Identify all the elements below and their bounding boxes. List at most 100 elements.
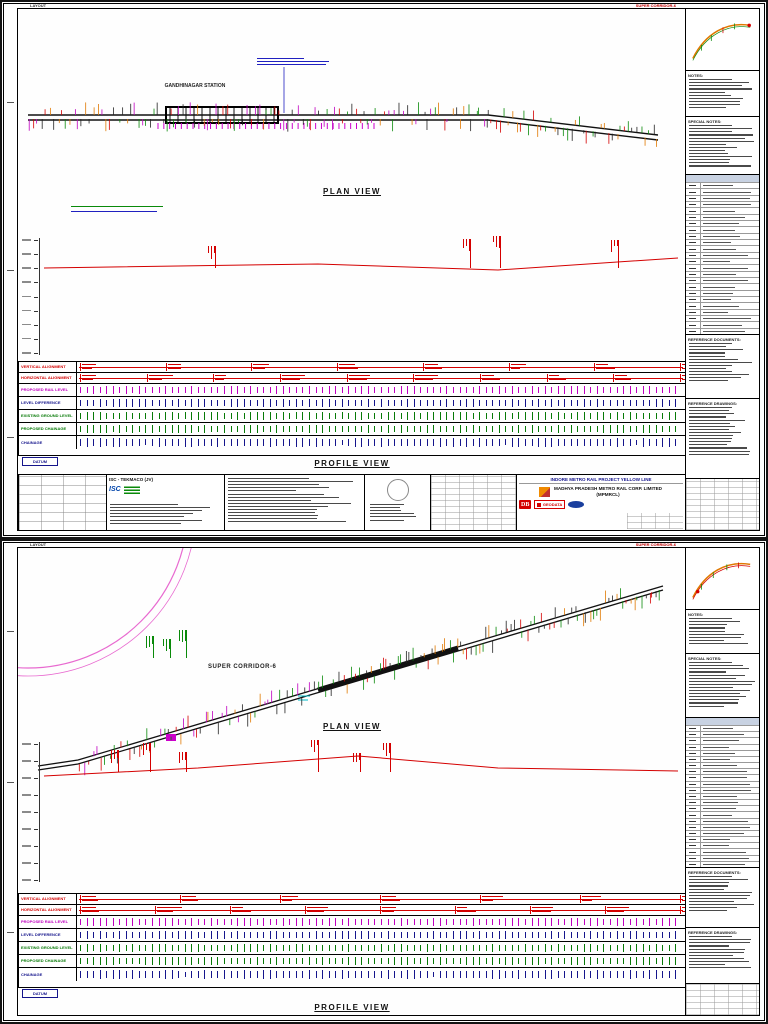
value-mark	[544, 412, 546, 420]
datum-box: DATUM	[22, 989, 58, 998]
value-mark	[642, 438, 644, 447]
value-mark	[341, 425, 343, 433]
value-mark	[603, 438, 605, 447]
value-mark	[485, 439, 487, 446]
annotation-text	[466, 238, 467, 247]
value-mark	[394, 931, 396, 939]
reference-documents-heading: REFERENCE DOCUMENTS:	[688, 870, 741, 875]
value-mark	[302, 425, 304, 433]
band-data	[77, 362, 685, 372]
text-line	[689, 882, 730, 884]
value-mark	[675, 944, 677, 952]
value-mark	[538, 945, 540, 951]
value-mark	[655, 438, 657, 447]
layout-label: LAYOUT	[30, 2, 47, 8]
micro-label	[596, 364, 609, 365]
value-mark	[86, 958, 88, 964]
value-mark	[675, 411, 677, 421]
value-mark	[538, 970, 540, 979]
value-mark	[381, 399, 382, 407]
value-mark	[302, 917, 304, 927]
value-mark	[125, 399, 127, 407]
micro-label	[682, 900, 685, 901]
abbr-desc	[703, 216, 745, 218]
value-mark	[348, 425, 350, 433]
value-mark	[668, 438, 670, 447]
value-mark	[668, 917, 670, 927]
abbr-desc	[703, 796, 737, 797]
value-mark	[596, 412, 598, 420]
value-mark	[250, 971, 252, 978]
value-mark	[610, 944, 612, 951]
band-row: PROPOSED CHAINAGE	[19, 423, 685, 436]
value-mark	[616, 918, 618, 926]
value-mark	[485, 413, 487, 419]
value-mark	[158, 387, 160, 393]
text-line	[689, 894, 751, 896]
value-mark	[538, 437, 540, 448]
value-mark	[106, 957, 108, 965]
value-mark	[603, 971, 605, 978]
profile-data-table: VERTICAL ALIGNMENT HORIZONTAL ALIGNMENT …	[18, 893, 686, 988]
value-mark	[551, 425, 553, 433]
text-line	[689, 686, 734, 689]
value-mark	[80, 439, 81, 446]
band-row: VERTICAL ALIGNMENT	[19, 894, 685, 905]
abbr-desc	[703, 311, 728, 313]
value-mark	[250, 386, 252, 394]
value-mark	[295, 412, 297, 420]
abbr-desc	[703, 752, 736, 754]
gradient-tick	[337, 363, 339, 371]
value-mark	[119, 931, 121, 939]
value-mark	[269, 438, 271, 447]
value-mark	[158, 437, 160, 448]
value-mark	[119, 943, 121, 953]
value-mark	[178, 439, 180, 446]
micro-label	[157, 911, 174, 912]
value-mark	[636, 931, 638, 939]
band-label: LEVEL DIFFERENCE	[19, 397, 77, 409]
value-mark	[361, 386, 363, 394]
main-drawing-area: SUPER CORRIDOR-6 PLAN VIEW VERTICAL ALIG…	[18, 548, 686, 1015]
value-mark	[400, 386, 402, 394]
value-mark	[596, 944, 598, 952]
band-label: EXISTING GROUND LEVEL	[19, 942, 77, 954]
value-mark	[178, 425, 180, 433]
value-mark	[616, 399, 618, 407]
row-rule	[686, 213, 759, 215]
micro-label	[232, 907, 243, 908]
micro-label	[82, 907, 97, 908]
annotation-text	[499, 235, 500, 248]
band-data	[77, 968, 685, 981]
special-notes-box: SPECIAL NOTES:	[686, 654, 759, 718]
text-line	[689, 693, 741, 695]
value-mark	[433, 425, 435, 433]
value-mark	[492, 438, 494, 447]
annotation-text	[146, 635, 147, 648]
value-mark	[302, 438, 304, 447]
profile-annotations	[18, 234, 686, 361]
value-mark	[230, 439, 232, 446]
value-mark	[132, 970, 134, 979]
value-mark	[505, 944, 507, 952]
band-row: HORIZONTAL ALIGNMENT	[19, 373, 685, 384]
value-mark	[119, 399, 121, 407]
value-mark	[570, 931, 572, 939]
value-mark	[538, 398, 540, 408]
text-line	[689, 705, 724, 707]
value-mark	[145, 918, 147, 926]
panel-revision-grid	[686, 479, 759, 530]
value-mark	[623, 918, 625, 926]
plan-annotations-right	[366, 588, 660, 684]
micro-label	[282, 900, 293, 901]
value-mark	[80, 918, 81, 926]
axis-tick	[34, 795, 38, 796]
value-mark	[165, 386, 167, 394]
band-label: HORIZONTAL ALIGNMENT	[19, 373, 77, 383]
value-mark	[413, 412, 415, 420]
text-line	[689, 79, 732, 81]
value-mark	[439, 411, 441, 421]
abbr-code	[689, 863, 696, 865]
abbr-desc	[703, 330, 746, 332]
axis-tick	[34, 254, 38, 256]
